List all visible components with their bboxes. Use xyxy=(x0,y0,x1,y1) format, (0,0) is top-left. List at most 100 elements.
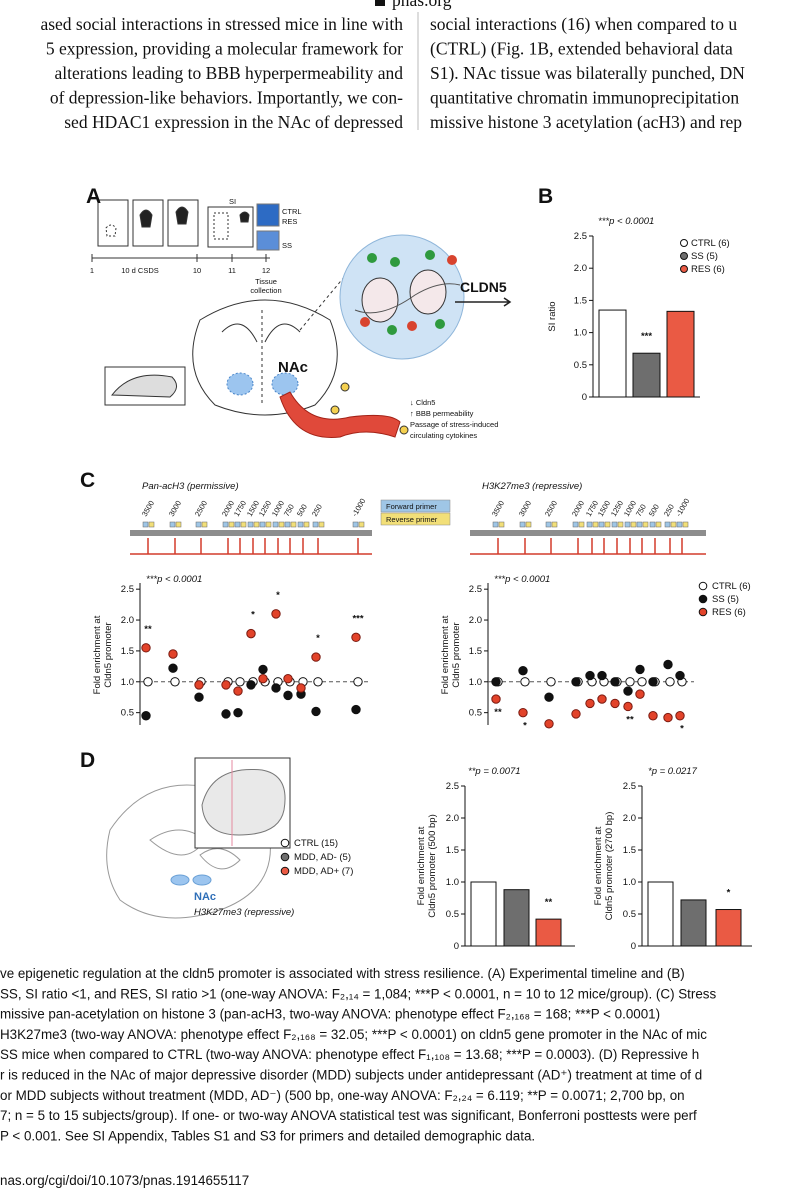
primer-rev xyxy=(617,521,624,528)
significance: *** xyxy=(641,331,652,342)
dot xyxy=(311,652,321,662)
primer-legend-label: Reverse primer xyxy=(386,515,438,524)
dot xyxy=(625,677,635,687)
significance: ** xyxy=(626,714,634,725)
bar xyxy=(715,909,742,947)
dot xyxy=(296,683,306,693)
dot xyxy=(258,673,268,684)
body-line: ased social interactions in stressed mic… xyxy=(40,14,403,34)
primer-fwd xyxy=(519,521,526,528)
dot xyxy=(520,677,530,687)
primer-legend-box xyxy=(380,499,451,513)
dot xyxy=(194,680,204,690)
dot xyxy=(544,719,554,729)
y-tick-label: 1.5 xyxy=(446,845,459,856)
primer-rev xyxy=(498,521,505,528)
bar xyxy=(535,918,562,947)
caption-line: r is reduced in the NAc of major depress… xyxy=(0,1068,702,1083)
primer-fwd xyxy=(195,521,202,528)
primer-fwd xyxy=(545,521,552,528)
panel-label: B xyxy=(538,185,553,208)
dot xyxy=(585,698,595,709)
primer-rev xyxy=(642,521,649,528)
dot xyxy=(351,704,361,715)
dot xyxy=(233,686,243,696)
primer-fwd xyxy=(222,521,229,528)
y-tick-label: 1.0 xyxy=(121,677,134,688)
gene-label: CLDN5 xyxy=(460,279,507,295)
note: ↑ BBB permeability xyxy=(410,409,474,418)
dot xyxy=(546,677,556,687)
dot xyxy=(311,706,321,717)
map-title: Pan-acH3 (permissive) xyxy=(142,481,239,492)
caption-line: P < 0.001. See SI Appendix, Tables S1 an… xyxy=(0,1128,535,1143)
primer-fwd xyxy=(624,521,631,528)
primer-fwd xyxy=(649,521,656,528)
group-label: SS xyxy=(282,241,292,250)
primer-fwd xyxy=(312,521,319,528)
group-label: CTRL xyxy=(282,207,302,216)
dot xyxy=(258,664,268,675)
primer-rev xyxy=(175,521,182,528)
legend-swatch xyxy=(698,581,708,591)
primer-fwd xyxy=(259,521,266,528)
y-tick-label: 1.5 xyxy=(574,295,587,306)
caption-line: SS mice when compared to CTRL (two-way A… xyxy=(0,1047,699,1062)
primer-rev xyxy=(253,521,260,528)
tissue-label: collection xyxy=(250,286,281,295)
legend-label: MDD, AD- (5) xyxy=(294,852,351,863)
y-tick-label: 0.5 xyxy=(623,909,636,920)
region-label: NAc xyxy=(194,891,216,903)
primer-rev xyxy=(148,521,155,528)
chart-title: **p = 0.0071 xyxy=(468,766,521,777)
footer: nas.org/cgi/doi/10.1073/pnas.1914655117 xyxy=(0,1173,249,1188)
significance: ** xyxy=(144,624,152,635)
panel-label: D xyxy=(80,749,95,772)
dot xyxy=(141,643,151,653)
primer-rev xyxy=(290,521,297,528)
dot xyxy=(313,677,323,687)
primer-fwd xyxy=(352,521,359,528)
dot xyxy=(663,659,673,670)
y-tick-label: 0 xyxy=(582,392,587,403)
primer-fwd xyxy=(297,521,304,528)
dot xyxy=(141,711,151,721)
primer-fwd xyxy=(611,521,618,528)
legend-label: MDD, AD+ (7) xyxy=(294,866,353,877)
y-tick-label: 1.0 xyxy=(446,877,459,888)
si-label: SI xyxy=(229,197,236,206)
y-tick-label: 1.5 xyxy=(623,845,636,856)
y-tick-label: 0.5 xyxy=(446,909,459,920)
dot xyxy=(235,677,245,687)
legend-swatch xyxy=(680,265,688,273)
timeline-label: 1 xyxy=(90,266,94,275)
timeline-label: 10 xyxy=(193,266,201,275)
primer-fwd xyxy=(636,521,643,528)
legend-label: RES (6) xyxy=(712,607,746,618)
dot xyxy=(246,628,256,639)
primer-rev xyxy=(578,521,585,528)
significance: ** xyxy=(545,897,553,908)
y-axis-label: Cldn5 promoter (500 bp) xyxy=(427,814,438,918)
dot xyxy=(271,683,281,693)
caption-line: SS, SI ratio <1, and RES, SI ratio >1 (o… xyxy=(0,986,716,1001)
y-axis-label: SI ratio xyxy=(547,301,558,331)
y-tick-label: 0 xyxy=(631,941,636,952)
body-line: of depression-like behaviors. Importantl… xyxy=(50,88,403,108)
body-line: social interactions (16) when compared t… xyxy=(430,14,737,34)
primer-rev xyxy=(228,521,235,528)
dot xyxy=(518,665,528,676)
legend-swatch xyxy=(680,252,688,260)
dot xyxy=(246,680,256,690)
bar xyxy=(503,889,530,947)
body-line: quantitative chromatin immunoprecipitati… xyxy=(430,88,739,108)
caption-line: 7; n = 5 to 15 subjects/group). If one- … xyxy=(0,1108,697,1123)
y-tick-label: 2.5 xyxy=(446,781,459,792)
panel-a-art xyxy=(91,199,512,438)
dot xyxy=(544,692,554,702)
significance: * xyxy=(523,721,527,732)
bar xyxy=(632,352,661,398)
primer-rev xyxy=(630,521,637,528)
